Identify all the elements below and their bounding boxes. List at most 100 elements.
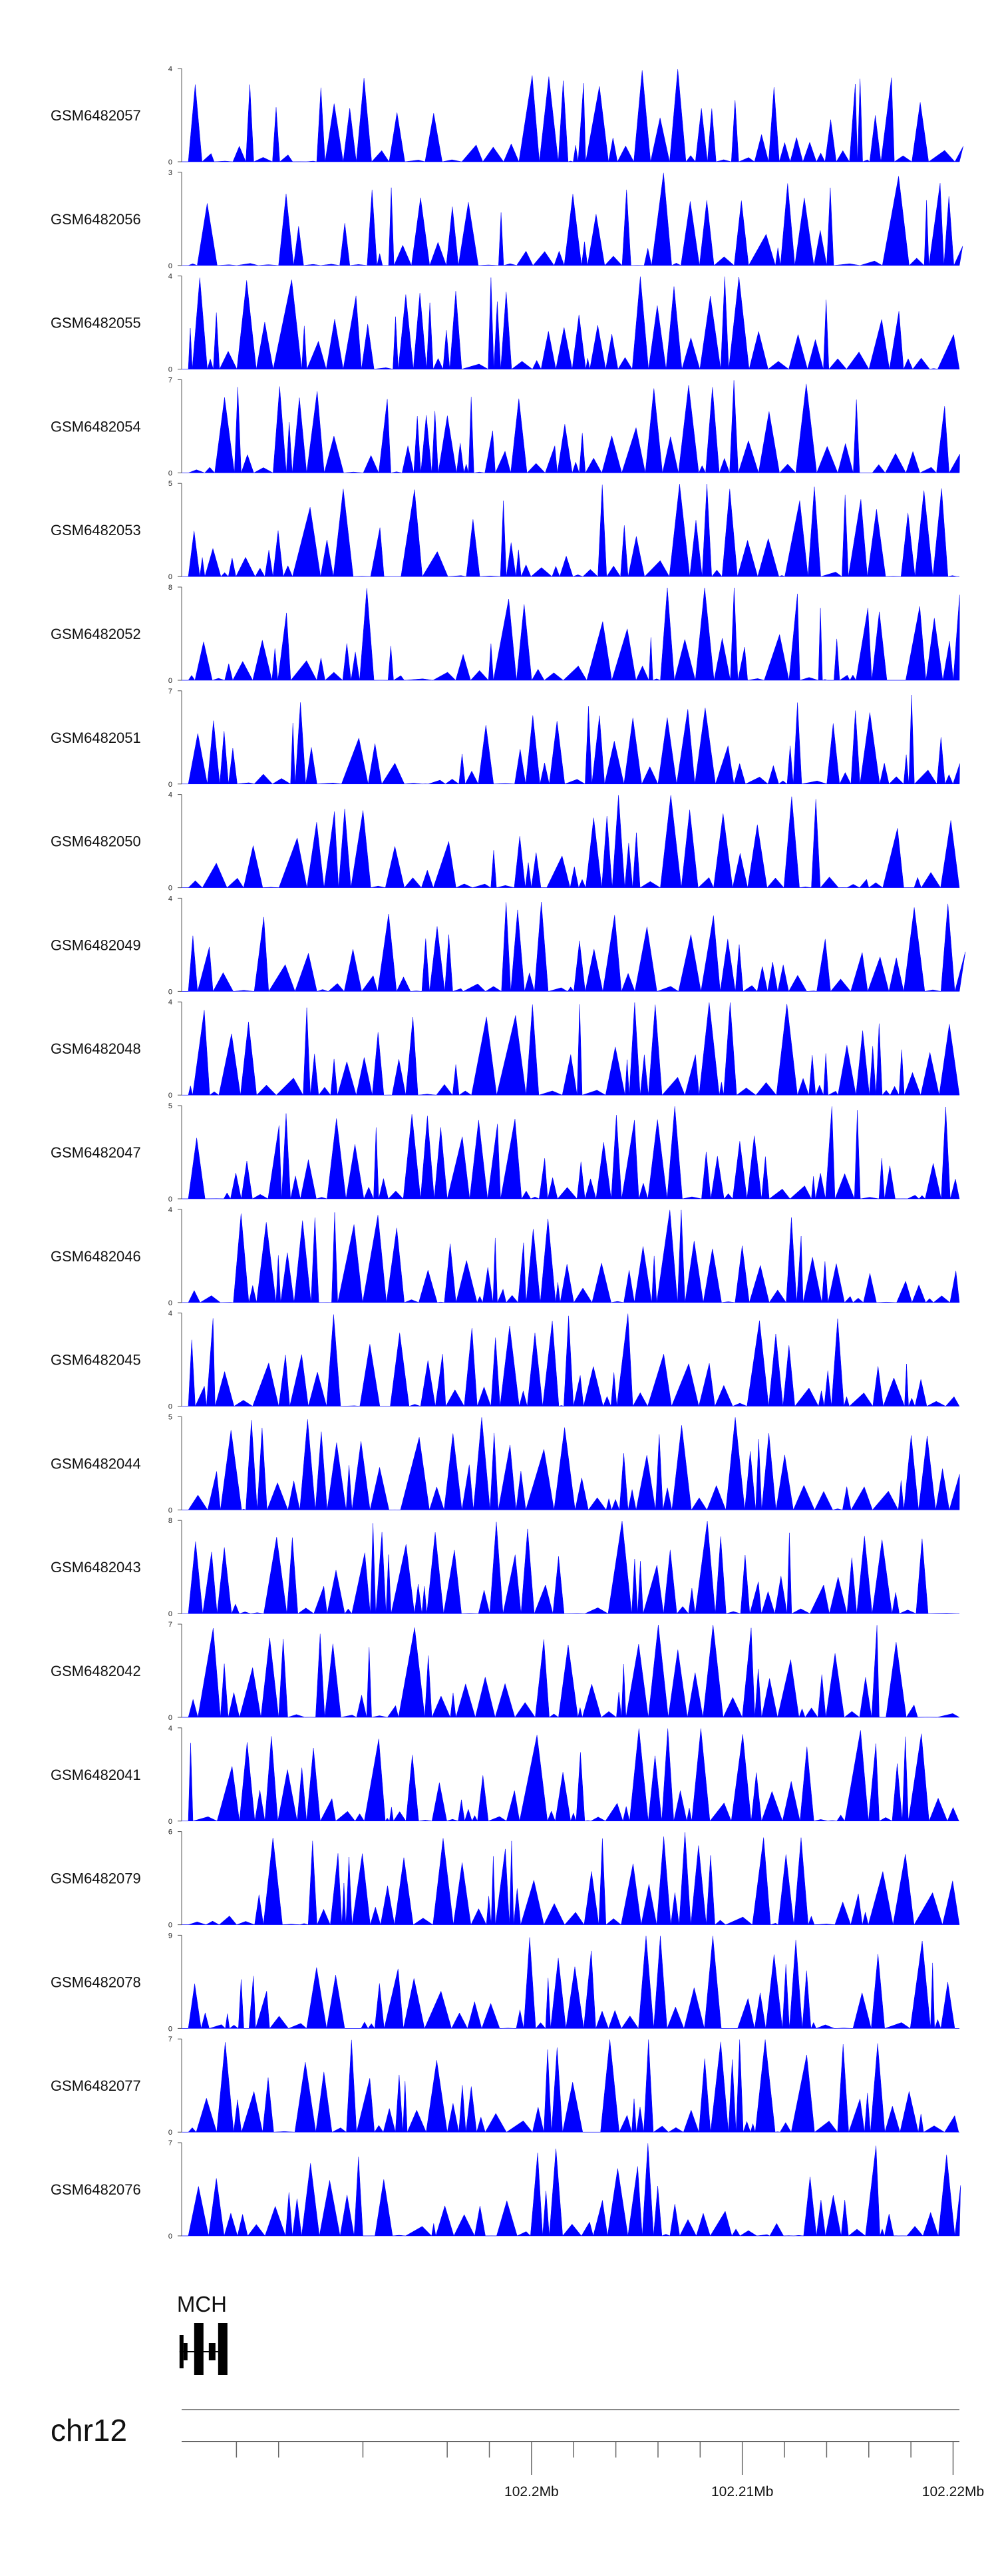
track-GSM6482050: GSM6482050 4 0 — [51, 791, 960, 893]
track-label: GSM6482079 — [51, 1870, 141, 1887]
track-label: GSM6482043 — [51, 1559, 141, 1576]
y-zero-label: 0 — [168, 781, 172, 789]
track-label: GSM6482050 — [51, 833, 141, 850]
y-zero-label: 0 — [168, 2025, 172, 2033]
y-zero-label: 0 — [168, 1195, 172, 1203]
y-zero-label: 0 — [168, 1403, 172, 1411]
y-max-label: 4 — [168, 895, 172, 903]
track-GSM6482042: GSM6482042 7 0 — [51, 1621, 960, 1722]
y-zero-label: 0 — [168, 1714, 172, 1722]
track-label: GSM6482053 — [51, 522, 141, 538]
track-label: GSM6482078 — [51, 1974, 141, 1990]
track-label: GSM6482056 — [51, 211, 141, 228]
y-max-label: 5 — [168, 480, 172, 488]
coverage-area — [182, 1624, 960, 1718]
y-max-label: 4 — [168, 1310, 172, 1318]
y-max-label: 4 — [168, 791, 172, 799]
y-max-label: 7 — [168, 2139, 172, 2147]
track-GSM6482052: GSM6482052 8 0 — [51, 584, 960, 685]
x-tick-label: 102.22Mb — [922, 2484, 984, 2499]
track-label: GSM6482076 — [51, 2181, 141, 2198]
track-GSM6482056: GSM6482056 3 0 — [51, 169, 963, 270]
track-GSM6482043: GSM6482043 8 0 — [51, 1517, 959, 1618]
track-label: GSM6482051 — [51, 730, 141, 746]
track-label: GSM6482047 — [51, 1144, 141, 1161]
coverage-area — [182, 380, 960, 474]
track-label: GSM6482057 — [51, 107, 141, 124]
track-GSM6482047: GSM6482047 5 0 — [51, 1102, 960, 1203]
coverage-area — [182, 1728, 959, 1822]
coverage-area — [182, 484, 959, 578]
y-max-label: 7 — [168, 688, 172, 696]
track-label: GSM6482045 — [51, 1352, 141, 1369]
y-max-label: 5 — [168, 1413, 172, 1421]
y-zero-label: 0 — [168, 366, 172, 374]
coverage-area — [182, 69, 964, 162]
track-GSM6482049: GSM6482049 4 0 — [51, 895, 966, 996]
gene-exon — [208, 2343, 216, 2360]
coverage-area — [182, 1313, 960, 1407]
y-max-label: 3 — [168, 169, 172, 177]
track-GSM6482077: GSM6482077 7 0 — [51, 2036, 959, 2137]
y-zero-label: 0 — [168, 469, 172, 477]
y-max-label: 4 — [168, 1206, 172, 1214]
track-label: GSM6482052 — [51, 626, 141, 642]
y-zero-label: 0 — [168, 677, 172, 685]
track-label: GSM6482041 — [51, 1767, 141, 1783]
gene-exon — [194, 2323, 204, 2375]
track-label: GSM6482042 — [51, 1663, 141, 1679]
y-max-label: 4 — [168, 65, 172, 73]
coverage-area — [182, 2143, 961, 2237]
track-GSM6482054: GSM6482054 7 0 — [51, 376, 960, 477]
coverage-area — [182, 1417, 960, 1511]
coverage-area — [182, 694, 960, 785]
gene-exon — [179, 2335, 184, 2368]
track-label: GSM6482077 — [51, 2077, 141, 2094]
coverage-area — [182, 587, 960, 681]
track-GSM6482041: GSM6482041 4 0 — [51, 1725, 959, 1826]
track-label: GSM6482048 — [51, 1040, 141, 1057]
y-max-label: 7 — [168, 376, 172, 384]
track-label: GSM6482044 — [51, 1455, 141, 1472]
y-zero-label: 0 — [168, 885, 172, 893]
coverage-area — [182, 1936, 959, 2030]
y-zero-label: 0 — [168, 1299, 172, 1307]
track-label: GSM6482049 — [51, 937, 141, 953]
gene-track: MCH — [177, 2292, 228, 2375]
coverage-area — [182, 1106, 960, 1199]
coverage-area — [182, 172, 963, 266]
y-zero-label: 0 — [168, 1922, 172, 1930]
track-GSM6482079: GSM6482079 6 0 — [51, 1828, 960, 1930]
y-zero-label: 0 — [168, 158, 172, 166]
track-label: GSM6482046 — [51, 1248, 141, 1265]
chromosome-label: chr12 — [51, 2413, 127, 2448]
y-zero-label: 0 — [168, 2233, 172, 2241]
track-GSM6482055: GSM6482055 4 0 — [51, 273, 960, 374]
track-label: GSM6482054 — [51, 418, 141, 435]
track-GSM6482048: GSM6482048 4 0 — [51, 998, 960, 1100]
track-GSM6482044: GSM6482044 5 0 — [51, 1413, 960, 1514]
track-GSM6482057: GSM6482057 4 0 — [51, 65, 964, 166]
y-zero-label: 0 — [168, 1506, 172, 1514]
y-max-label: 7 — [168, 1621, 172, 1629]
chromosome-axis: chr12 102.2Mb 102.21Mb 102.22Mb — [51, 2409, 984, 2499]
y-max-label: 7 — [168, 2036, 172, 2043]
y-zero-label: 0 — [168, 262, 172, 270]
y-max-label: 4 — [168, 998, 172, 1006]
y-max-label: 9 — [168, 1932, 172, 1940]
coverage-area — [182, 2039, 959, 2133]
coverage-area — [182, 1521, 959, 1614]
track-label: GSM6482055 — [51, 315, 141, 331]
y-max-label: 8 — [168, 1517, 172, 1525]
y-zero-label: 0 — [168, 1610, 172, 1618]
coverage-area — [182, 795, 960, 889]
coverage-area — [182, 1002, 960, 1096]
coverage-area — [182, 1832, 960, 1926]
track-GSM6482051: GSM6482051 7 0 — [51, 688, 960, 789]
gene-label: MCH — [177, 2292, 227, 2316]
gene-exon — [218, 2323, 228, 2375]
x-tick-label: 102.21Mb — [711, 2484, 773, 2499]
y-zero-label: 0 — [168, 1818, 172, 1826]
track-GSM6482045: GSM6482045 4 0 — [51, 1310, 960, 1411]
